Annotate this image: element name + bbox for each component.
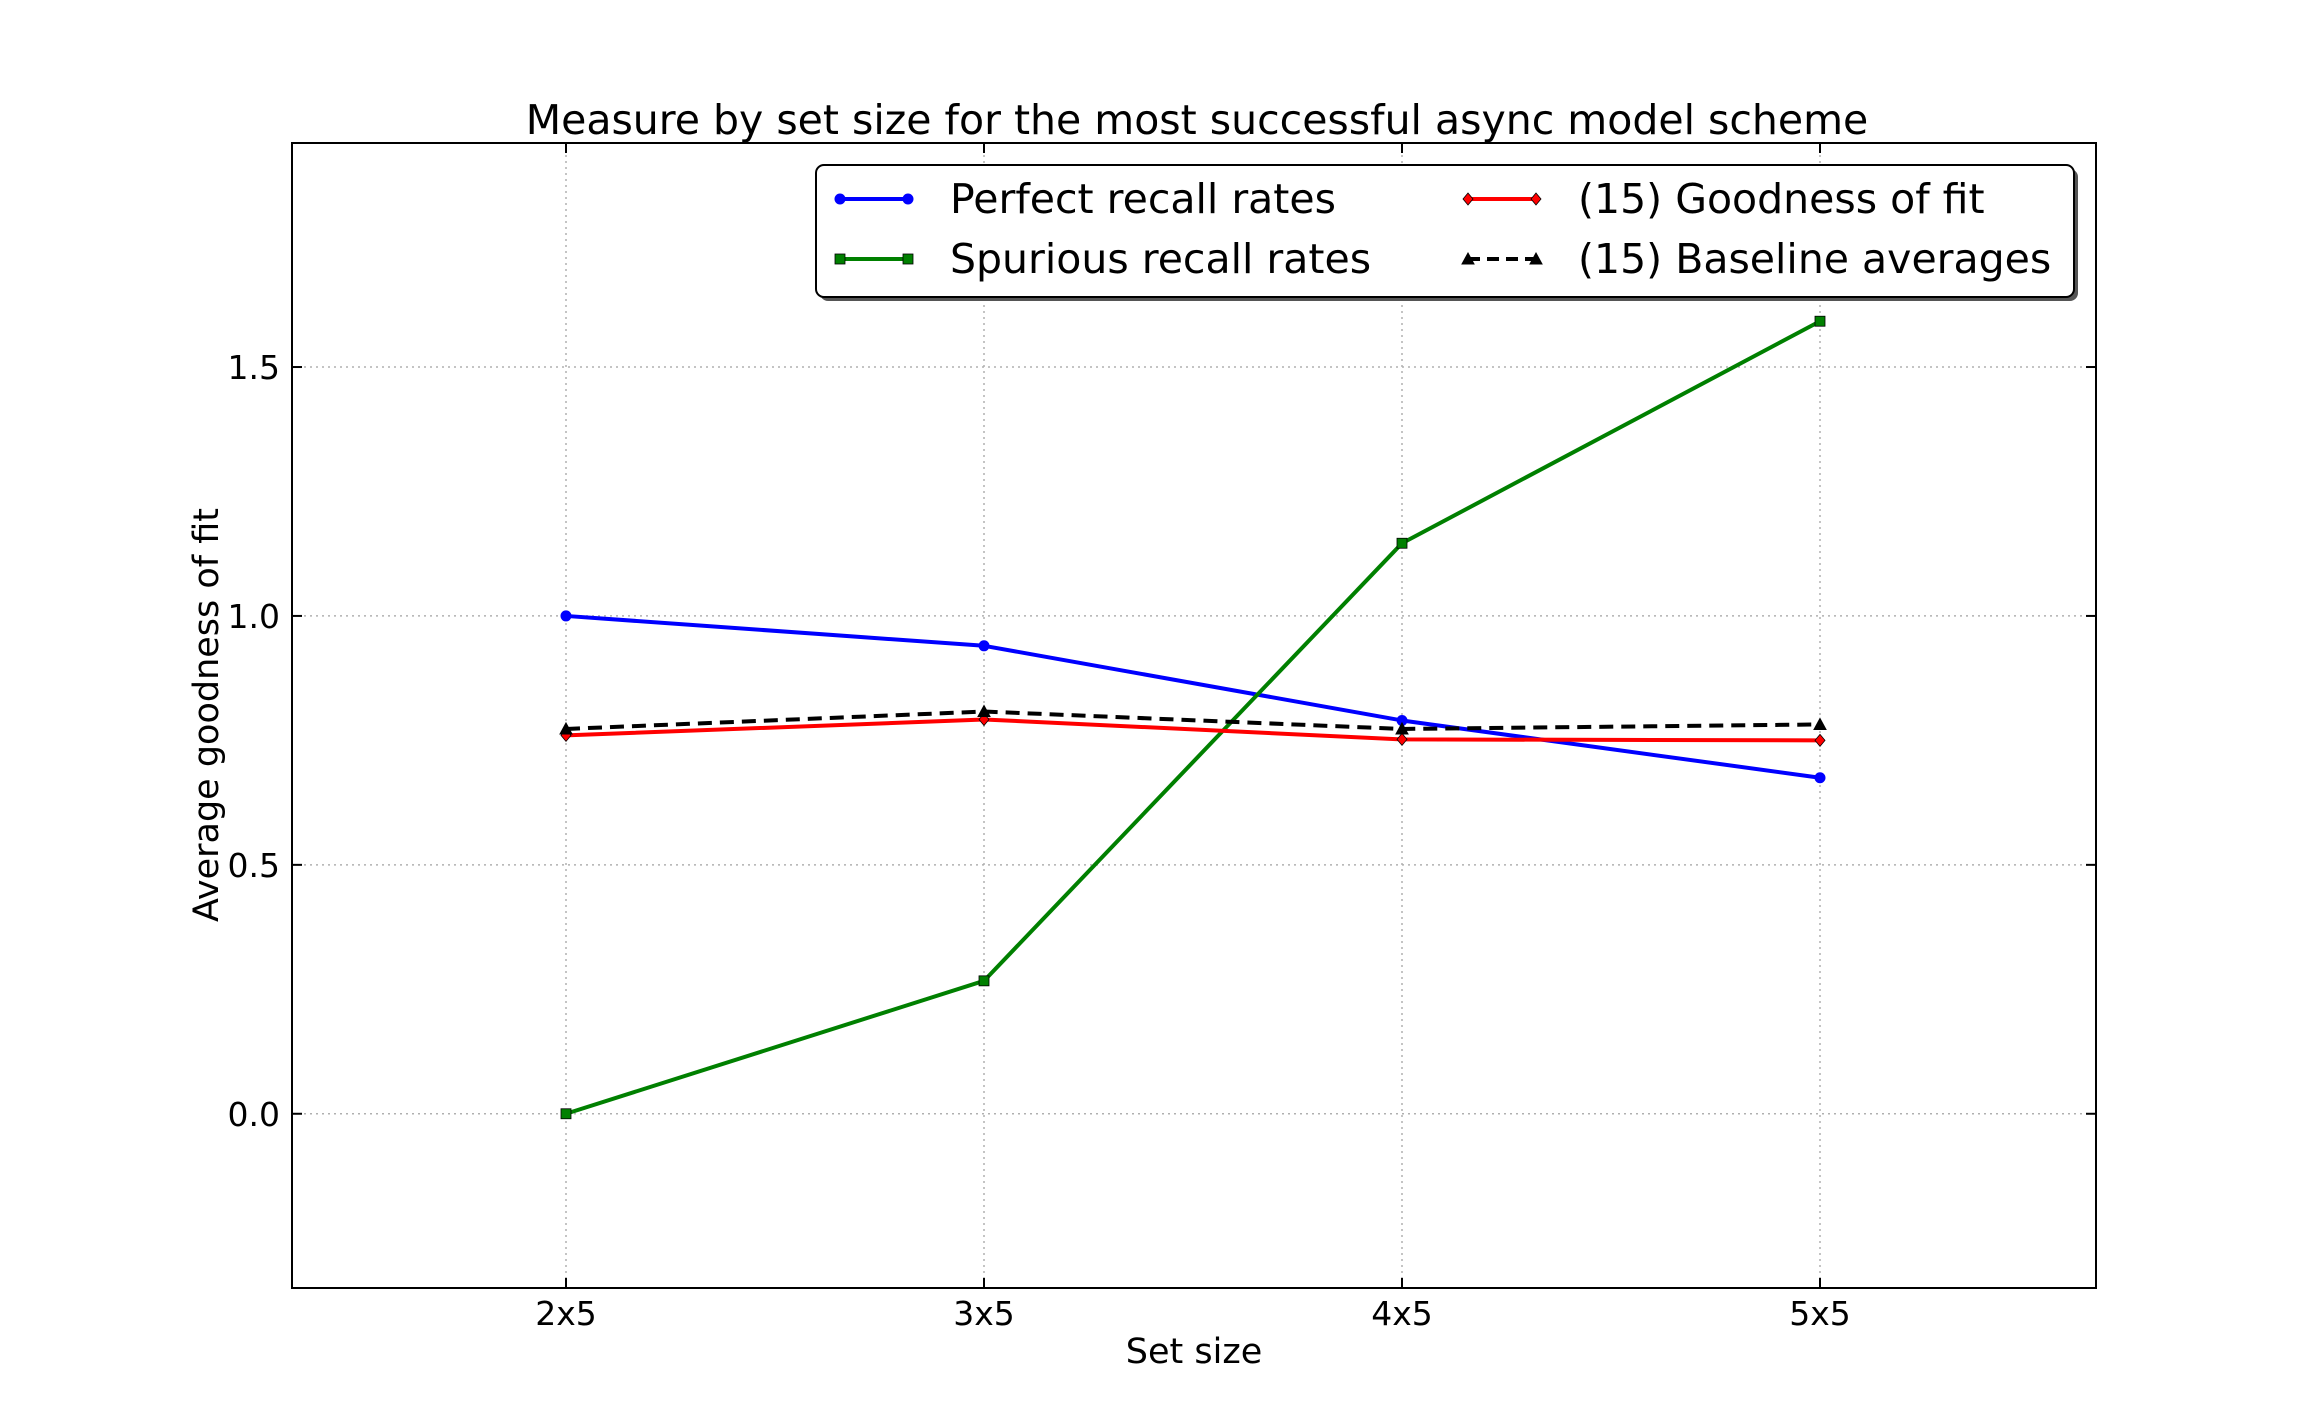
data-point	[1396, 732, 1408, 747]
plot-frame	[291, 142, 2097, 1289]
data-point	[560, 610, 572, 622]
y-tick-label: 0.5	[228, 846, 280, 885]
axis-ticks: 2x5 3x5 4x5 5x5 0.0 0.5 1.0 1.5	[228, 143, 2096, 1333]
legend-label: (15) Goodness of fit	[1578, 175, 1985, 223]
data-point	[1814, 772, 1826, 784]
x-tick-label: 2x5	[535, 1294, 597, 1333]
grid-lines	[292, 143, 2096, 1288]
x-axis-label: Set size	[1126, 1332, 1262, 1372]
data-point	[978, 640, 990, 652]
series-line-1	[565, 319, 1821, 1116]
legend-marker	[834, 253, 846, 265]
x-tick-label: 3x5	[953, 1294, 1015, 1333]
x-tick-label: 5x5	[1789, 1294, 1851, 1333]
data-point	[560, 1108, 572, 1120]
y-axis-label: Average goodness of fit	[187, 508, 227, 922]
data-point	[1396, 537, 1408, 549]
legend-marker	[1462, 192, 1474, 206]
series-line-3	[565, 709, 1821, 731]
data-point	[977, 704, 991, 718]
y-tick-label: 0.0	[228, 1095, 280, 1134]
y-tick-label: 1.5	[228, 348, 280, 387]
y-tick-label: 1.0	[228, 597, 280, 636]
series-line-0	[565, 613, 1821, 780]
legend-label: Perfect recall rates	[950, 175, 1336, 223]
data-point	[978, 975, 990, 987]
x-tick-label: 4x5	[1371, 1294, 1433, 1333]
data-point	[1814, 315, 1826, 327]
legend-marker	[902, 253, 914, 265]
data-point	[1814, 733, 1826, 748]
legend-marker	[1530, 192, 1542, 206]
data-point	[1813, 717, 1827, 730]
legend: Perfect recall rates Spurious recall rate…	[815, 164, 2078, 301]
legend-label: Spurious recall rates	[950, 235, 1371, 283]
series-line-2	[565, 717, 1821, 743]
data-point	[1395, 721, 1409, 735]
legend-label: (15) Baseline averages	[1578, 235, 2051, 283]
data-point	[559, 721, 573, 735]
legend-marker	[834, 193, 846, 205]
legend-marker	[1529, 251, 1543, 265]
chart-title: Measure by set size for the most success…	[526, 96, 1869, 144]
legend-marker	[1461, 251, 1475, 265]
series-lines	[559, 315, 1827, 1120]
legend-marker	[902, 193, 914, 205]
legend-box	[815, 164, 2075, 298]
